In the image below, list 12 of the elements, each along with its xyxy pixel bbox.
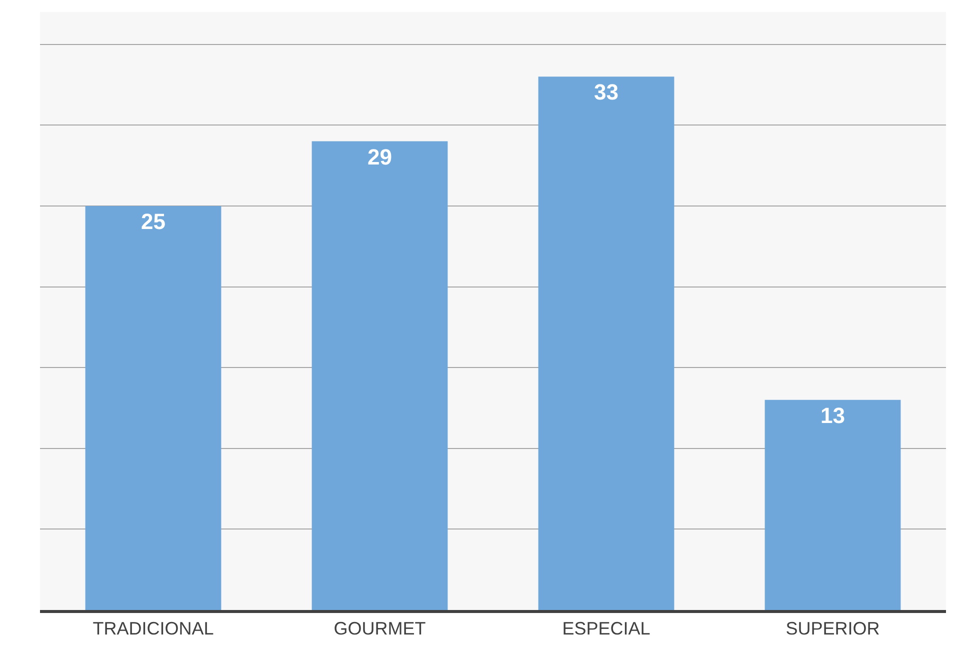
x-tick-label: ESPECIAL xyxy=(562,618,650,639)
x-tick-label: GOURMET xyxy=(334,618,426,639)
x-tick-label: SUPERIOR xyxy=(786,618,880,639)
bar xyxy=(312,141,448,610)
data-label: 29 xyxy=(368,144,392,170)
bar xyxy=(538,76,674,610)
bar xyxy=(764,400,901,610)
x-tick-label: TRADICIONAL xyxy=(92,618,214,639)
data-label: 13 xyxy=(820,402,845,428)
data-label: 25 xyxy=(141,208,166,234)
bar xyxy=(85,206,222,610)
data-label: 33 xyxy=(594,80,618,105)
